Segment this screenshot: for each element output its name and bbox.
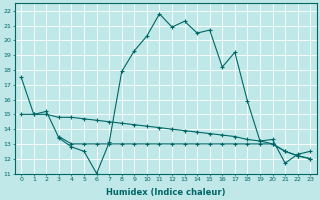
X-axis label: Humidex (Indice chaleur): Humidex (Indice chaleur): [106, 188, 226, 197]
